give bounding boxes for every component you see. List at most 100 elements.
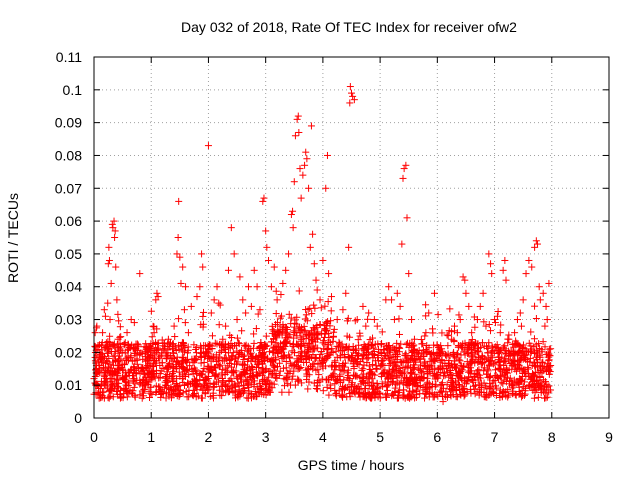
data-point (314, 376, 322, 384)
data-point (110, 217, 118, 225)
data-point (297, 334, 305, 342)
data-point (310, 260, 318, 268)
data-point (480, 342, 488, 350)
data-point (264, 387, 272, 395)
y-tick-label: 0.09 (55, 115, 82, 131)
data-point (294, 363, 302, 371)
data-point (273, 374, 281, 382)
data-point (210, 296, 218, 304)
data-point (198, 250, 206, 258)
data-point (248, 365, 256, 373)
data-point (296, 329, 304, 337)
data-point (260, 194, 268, 202)
data-point (272, 370, 280, 378)
data-point (494, 350, 502, 358)
data-point (114, 310, 122, 318)
data-point (330, 370, 338, 378)
data-point (259, 197, 267, 205)
data-point (368, 350, 376, 358)
data-point (497, 321, 505, 329)
data-point (398, 240, 406, 248)
data-point (322, 319, 330, 327)
data-point (283, 329, 291, 337)
data-point (404, 358, 412, 366)
data-point (379, 382, 387, 390)
data-point (301, 326, 309, 334)
data-point (421, 363, 429, 371)
data-point (354, 383, 362, 391)
data-point (501, 388, 509, 396)
y-tick-label: 0.05 (55, 246, 82, 262)
data-point (385, 372, 393, 380)
data-point (262, 342, 270, 350)
data-point (532, 237, 540, 245)
data-point (509, 390, 517, 398)
data-point (285, 310, 293, 318)
data-point (184, 343, 192, 351)
data-point (234, 392, 242, 400)
data-point (288, 362, 296, 370)
data-point (149, 339, 157, 347)
data-point (535, 340, 543, 348)
data-point (283, 374, 291, 382)
y-tick-label: 0.03 (55, 312, 82, 328)
data-point (265, 383, 273, 391)
data-point (465, 302, 473, 310)
data-point (311, 304, 319, 312)
data-point (253, 383, 261, 391)
data-point (231, 354, 239, 362)
data-point (241, 342, 249, 350)
data-point (378, 328, 386, 336)
data-point (265, 348, 273, 356)
data-point (272, 356, 280, 364)
data-point (454, 376, 462, 384)
data-point (331, 386, 339, 394)
data-point (456, 316, 464, 324)
data-point (310, 360, 318, 368)
data-point (209, 394, 217, 402)
data-point (99, 329, 107, 337)
data-point (154, 354, 162, 362)
data-point (163, 355, 171, 363)
data-point (212, 357, 220, 365)
data-point (170, 386, 178, 394)
data-point (291, 316, 299, 324)
data-point (114, 372, 122, 380)
data-point (393, 289, 401, 297)
data-point (107, 279, 115, 287)
data-point (440, 369, 448, 377)
data-point (389, 391, 397, 399)
data-point (97, 394, 105, 402)
data-point (518, 376, 526, 384)
data-point (359, 355, 367, 363)
data-point (107, 341, 115, 349)
data-point (244, 394, 252, 402)
data-point (491, 316, 499, 324)
y-axis-label: ROTI / TECUs (5, 193, 21, 283)
data-point (349, 92, 357, 100)
data-point (114, 390, 122, 398)
data-point (169, 372, 177, 380)
data-point (160, 345, 168, 353)
data-point (256, 343, 264, 351)
data-point (496, 386, 504, 394)
data-point (252, 368, 260, 376)
data-point (508, 384, 516, 392)
data-point (377, 372, 385, 380)
data-point (222, 354, 230, 362)
data-point (485, 361, 493, 369)
data-point (169, 349, 177, 357)
data-point (494, 308, 502, 316)
data-point (350, 387, 358, 395)
data-point (356, 393, 364, 401)
data-point (430, 357, 438, 365)
data-point (318, 329, 326, 337)
data-point (101, 312, 109, 320)
data-point (500, 376, 508, 384)
data-point (338, 391, 346, 399)
data-point (496, 348, 504, 356)
data-point (422, 349, 430, 357)
data-point (108, 370, 116, 378)
data-point (400, 165, 408, 173)
data-point (345, 385, 353, 393)
